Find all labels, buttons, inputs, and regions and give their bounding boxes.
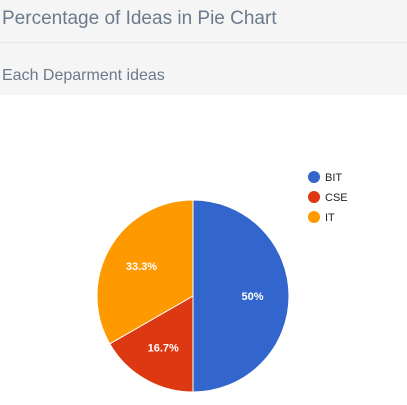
legend-label-bit: BIT xyxy=(325,172,342,184)
legend-item-it[interactable]: IT xyxy=(308,211,335,224)
header-bar: Percentage of Ideas in Pie Chart xyxy=(0,0,407,43)
legend-item-cse[interactable]: CSE xyxy=(308,191,348,204)
pie-slice-it[interactable] xyxy=(96,199,194,345)
pie-slices xyxy=(96,199,290,393)
legend-label-it: IT xyxy=(325,212,335,224)
pie-chart: 50% 16.7% 33.3% BIT CSE IT xyxy=(96,171,348,393)
legend-swatch-bit xyxy=(308,171,320,183)
page-title: Percentage of Ideas in Pie Chart xyxy=(2,8,277,29)
chart-legend: BIT CSE IT xyxy=(308,171,348,224)
section-title: Each Deparment ideas xyxy=(2,67,165,84)
section-header: Each Deparment ideas xyxy=(0,43,407,95)
slice-label-bit: 50% xyxy=(241,291,263,303)
slice-label-cse: 16.7% xyxy=(148,343,179,355)
legend-swatch-cse xyxy=(308,191,320,203)
chart-panel: 50% 16.7% 33.3% BIT CSE IT xyxy=(0,95,407,405)
pie-slice-labels: 50% 16.7% 33.3% xyxy=(126,261,264,354)
legend-item-bit[interactable]: BIT xyxy=(308,171,342,184)
pie-slice-cse[interactable] xyxy=(109,295,194,393)
slice-label-it: 33.3% xyxy=(126,261,157,273)
pie-slice-bit[interactable] xyxy=(192,199,290,393)
legend-label-cse: CSE xyxy=(325,192,348,204)
legend-swatch-it xyxy=(308,211,320,223)
